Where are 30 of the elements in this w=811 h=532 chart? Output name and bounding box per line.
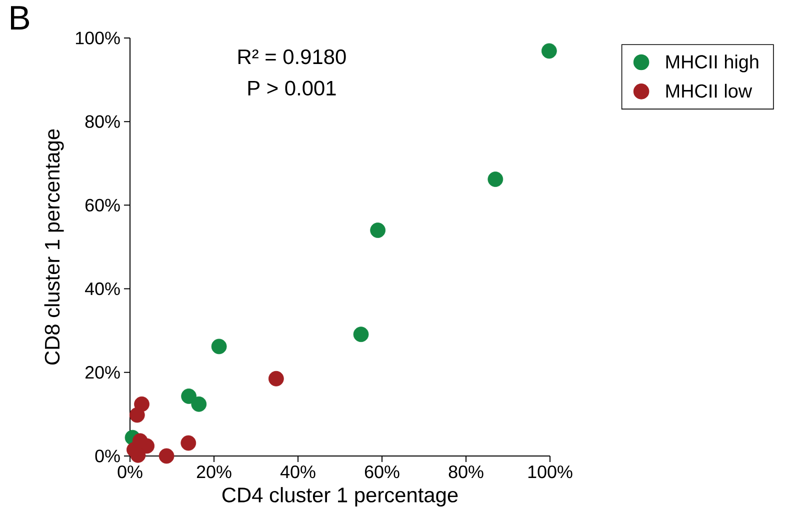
y-tick-label: 20% [86, 366, 120, 379]
y-axis-title: CD8 cluster 1 percentage [44, 129, 64, 365]
point [191, 396, 207, 412]
y-tick-label: 40% [85, 282, 120, 296]
annotation: P > 0.001 [248, 80, 336, 96]
point [129, 407, 145, 423]
y-tick-label: 60% [86, 198, 120, 212]
y-tick-label: 100% [76, 32, 120, 44]
x-axis-title: CD4 cluster 1 percentage [222, 487, 458, 507]
x-tick-label: 80% [448, 465, 484, 478]
y-tick-label: 0% [95, 450, 120, 462]
point [353, 326, 369, 342]
legend-label: MHCII low [666, 84, 752, 98]
x-tick-label: 0% [118, 465, 142, 478]
annotation: R² = 0.9180 [238, 49, 346, 64]
point [211, 338, 227, 354]
point [541, 43, 557, 59]
x-tick-label: 40% [280, 465, 316, 478]
x-tick-label: 60% [364, 465, 400, 478]
text: B [10, 6, 30, 30]
x-tick-label: 100% [528, 465, 572, 478]
y-tick-label: 80% [85, 115, 120, 128]
point [180, 435, 196, 451]
x-tick-label: 20% [196, 465, 232, 478]
point [158, 448, 174, 464]
point [488, 172, 504, 187]
legend-label: MHCII high [666, 54, 758, 72]
point [370, 222, 386, 238]
point [181, 388, 197, 404]
point [268, 370, 284, 386]
